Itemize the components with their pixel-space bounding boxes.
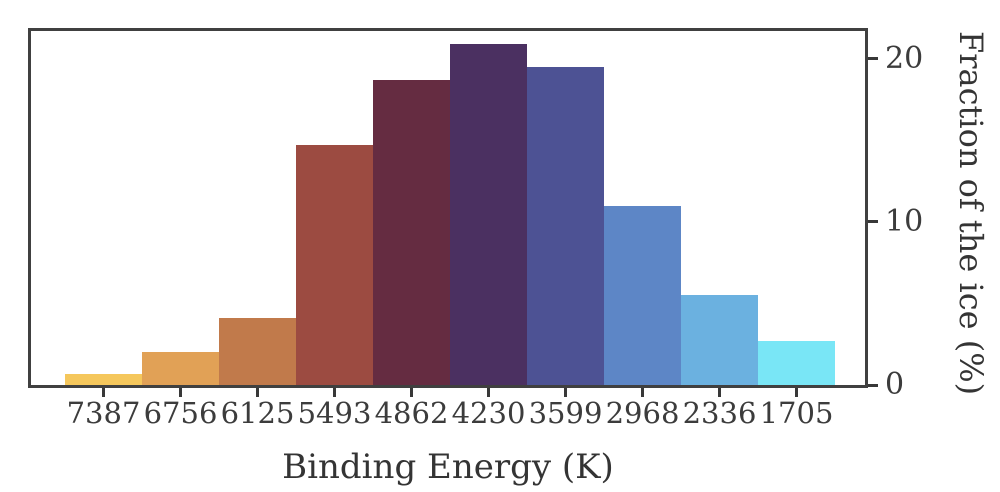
x-tick-mark [564, 388, 567, 397]
x-tick-label: 1705 [759, 396, 834, 430]
bar-2336 [681, 295, 758, 385]
y-tick-label: 10 [885, 203, 924, 239]
x-tick-label: 6125 [220, 396, 295, 430]
bar-6125 [219, 318, 296, 385]
x-tick-label: 3599 [528, 396, 603, 430]
y-tick-label: 20 [885, 40, 924, 76]
bar-1705 [758, 341, 835, 385]
y-tick-mark [868, 220, 878, 224]
x-tick-mark [718, 388, 721, 397]
bar-3599 [527, 67, 604, 385]
x-tick-mark [641, 388, 644, 397]
y-tick-mark [868, 383, 878, 387]
y-axis-title: Fraction of the ice (%) [952, 30, 990, 396]
x-tick-mark [102, 388, 105, 397]
y-tick-label: 0 [885, 367, 905, 402]
bar-2968 [604, 206, 681, 385]
plot-area [28, 28, 868, 388]
bar-7387 [65, 374, 142, 385]
x-tick-label: 4862 [374, 396, 449, 430]
x-tick-mark [333, 388, 336, 397]
x-tick-label: 2968 [605, 396, 680, 430]
x-tick-label: 7387 [66, 396, 141, 430]
bar-5493 [296, 145, 373, 385]
x-tick-label: 2336 [682, 396, 757, 430]
bar-4862 [373, 80, 450, 385]
x-tick-mark [410, 388, 413, 397]
bar-6756 [142, 352, 219, 385]
x-tick-mark [487, 388, 490, 397]
x-axis-title: Binding Energy (K) [282, 447, 614, 487]
bars-group [31, 31, 865, 385]
bar-4230 [450, 44, 527, 385]
x-tick-mark [179, 388, 182, 397]
x-tick-label: 6756 [143, 396, 218, 430]
y-tick-mark [868, 57, 878, 61]
x-tick-label: 5493 [297, 396, 372, 430]
x-tick-label: 4230 [451, 396, 526, 430]
x-tick-mark [256, 388, 259, 397]
x-tick-mark [795, 388, 798, 397]
